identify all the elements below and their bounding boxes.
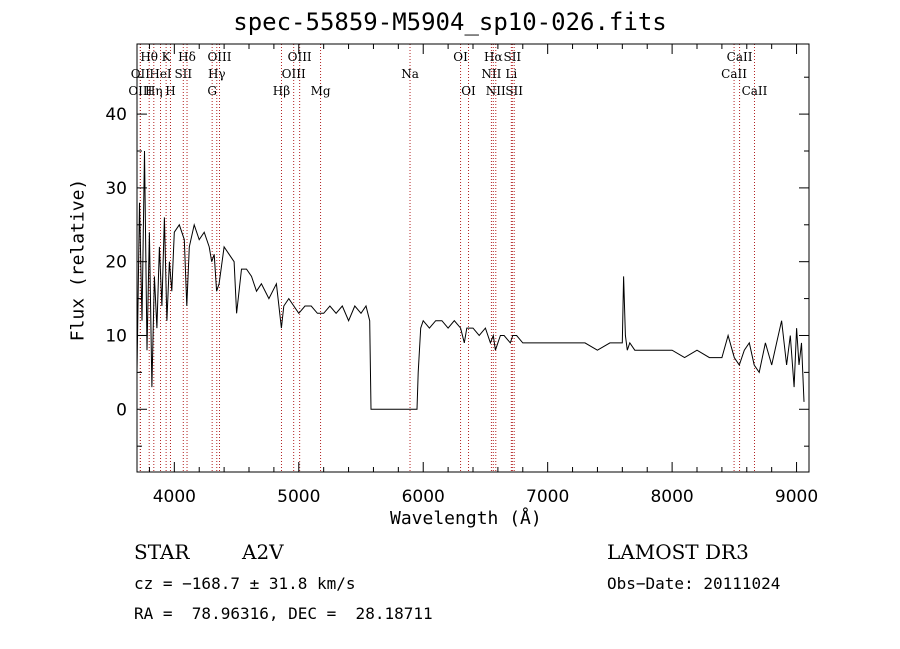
redshift-velocity: cz = −168.7 ± 31.8 km/s: [134, 574, 356, 593]
line-label-11: OIII: [207, 50, 231, 64]
x-tick-label-2: 6000: [402, 487, 445, 507]
x-axis-ticks: 4000 5000 6000 7000 8000 9000: [148, 44, 818, 507]
line-label-27: CaII: [742, 84, 768, 98]
line-label-0: OII: [131, 67, 151, 81]
line-label-21: NII: [486, 84, 506, 98]
y-tick-label-4: 40: [105, 105, 127, 125]
spectral-line-markers: [139, 44, 755, 472]
survey-name: LAMOST DR3: [607, 540, 749, 564]
flux-series-line: [136, 150, 805, 410]
y-tick-label-3: 30: [105, 179, 127, 199]
line-label-22: Li: [505, 67, 517, 81]
line-label-13: OIII: [282, 67, 306, 81]
line-label-15: Mg: [311, 84, 331, 98]
line-label-12: Hβ: [273, 84, 290, 98]
line-label-25: CaII: [721, 67, 747, 81]
line-label-10: Hγ: [208, 67, 226, 81]
x-tick-label-4: 8000: [650, 487, 693, 507]
chart-title: spec-55859-M5904_sp10-026.fits: [233, 8, 667, 36]
line-label-19: NII: [481, 67, 501, 81]
line-label-18: OI: [461, 84, 476, 98]
y-axis-ticks: 0 10 20 30 40: [105, 76, 809, 447]
line-label-16: Na: [401, 67, 419, 81]
line-label-17: OI: [453, 50, 468, 64]
x-tick-label-0: 4000: [153, 487, 196, 507]
line-label-8: Hδ: [178, 50, 196, 64]
x-tick-label-5: 9000: [775, 487, 818, 507]
line-label-26: CaII: [727, 50, 753, 64]
line-label-2: Hθ: [140, 50, 158, 64]
y-tick-label-2: 20: [105, 253, 127, 273]
line-label-9: G: [207, 84, 217, 98]
line-label-4: HeI: [149, 67, 172, 81]
object-class: STAR: [134, 540, 190, 564]
line-label-14: OIII: [288, 50, 312, 64]
line-label-20: Hα: [484, 50, 503, 64]
observation-date: Obs−Date: 20111024: [607, 574, 781, 593]
line-label-3: Hη: [145, 84, 163, 98]
y-axis-label: Flux (relative): [67, 178, 89, 342]
y-tick-label-0: 0: [116, 400, 127, 420]
plot-frame: [136, 43, 810, 473]
y-tick-label-1: 10: [105, 326, 127, 346]
coordinates: RA = 78.96316, DEC = 28.18711: [134, 604, 433, 623]
line-label-6: H: [165, 84, 175, 98]
line-label-24: SII: [505, 84, 523, 98]
x-tick-label-1: 5000: [277, 487, 320, 507]
line-label-23: SII: [503, 50, 521, 64]
line-label-5: K: [162, 50, 172, 64]
x-tick-label-3: 7000: [526, 487, 569, 507]
line-label-7: SII: [174, 67, 192, 81]
spectral-line-labels: OII OIII Hθ Hη HeI K H SII Hδ G Hγ OIII Hβ OIII OIII Mg…: [128, 50, 767, 98]
object-subclass: A2V: [242, 540, 284, 564]
x-axis-label: Wavelength (Å): [390, 508, 542, 529]
line-label-1: OIII: [128, 84, 152, 98]
